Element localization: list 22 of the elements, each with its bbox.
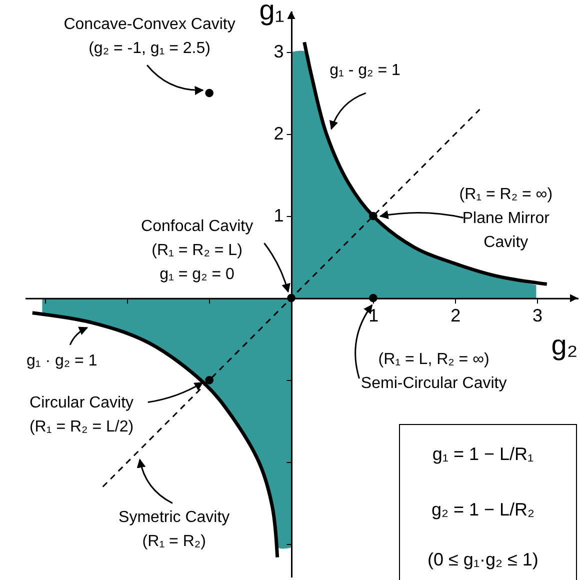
y-tick-label: 2 [274, 124, 284, 144]
y-tick-label: 1 [274, 206, 284, 226]
x-tick-label: 1 [368, 306, 379, 326]
annotation: (0 ≤ g₁·g₂ ≤ 1) [428, 550, 538, 570]
point [369, 212, 378, 220]
annotation: g₂ = 1 − L/R₂ [431, 500, 534, 520]
annotation: Symetric Cavity (R₁ = R₂) [118, 509, 230, 550]
y-tick-label: 3 [274, 42, 284, 62]
annotation: Concave-Convex Cavity (g₂ = -1, g₁ = 2.5) [64, 16, 236, 58]
annotation: (R₁ = R₂ = ∞) Plane Mirror Cavity [459, 186, 553, 251]
x-axis-title: g₂ [551, 330, 578, 361]
x-tick-label: 2 [450, 306, 461, 326]
annotation: g₁ = 1 − L/R₁ [432, 444, 534, 464]
y-axis-title: g₁ [259, 0, 284, 26]
point [205, 88, 214, 98]
annotation: Circular Cavity (R₁ = R₂ = L/2) [29, 394, 134, 436]
annotation: g₁ · g₂ = 1 [26, 352, 98, 370]
annotation: Confocal Cavity (R₁ = R₂ = L) g₁ = g₂ = 0 [141, 218, 254, 283]
x-tick-label: 3 [532, 306, 543, 326]
annotation: g₁ - g₂ = 1 [330, 62, 400, 80]
point [205, 376, 214, 384]
annotation: (R₁ = L, R₂ = ∞) Semi-Circular Cavity [360, 350, 507, 392]
